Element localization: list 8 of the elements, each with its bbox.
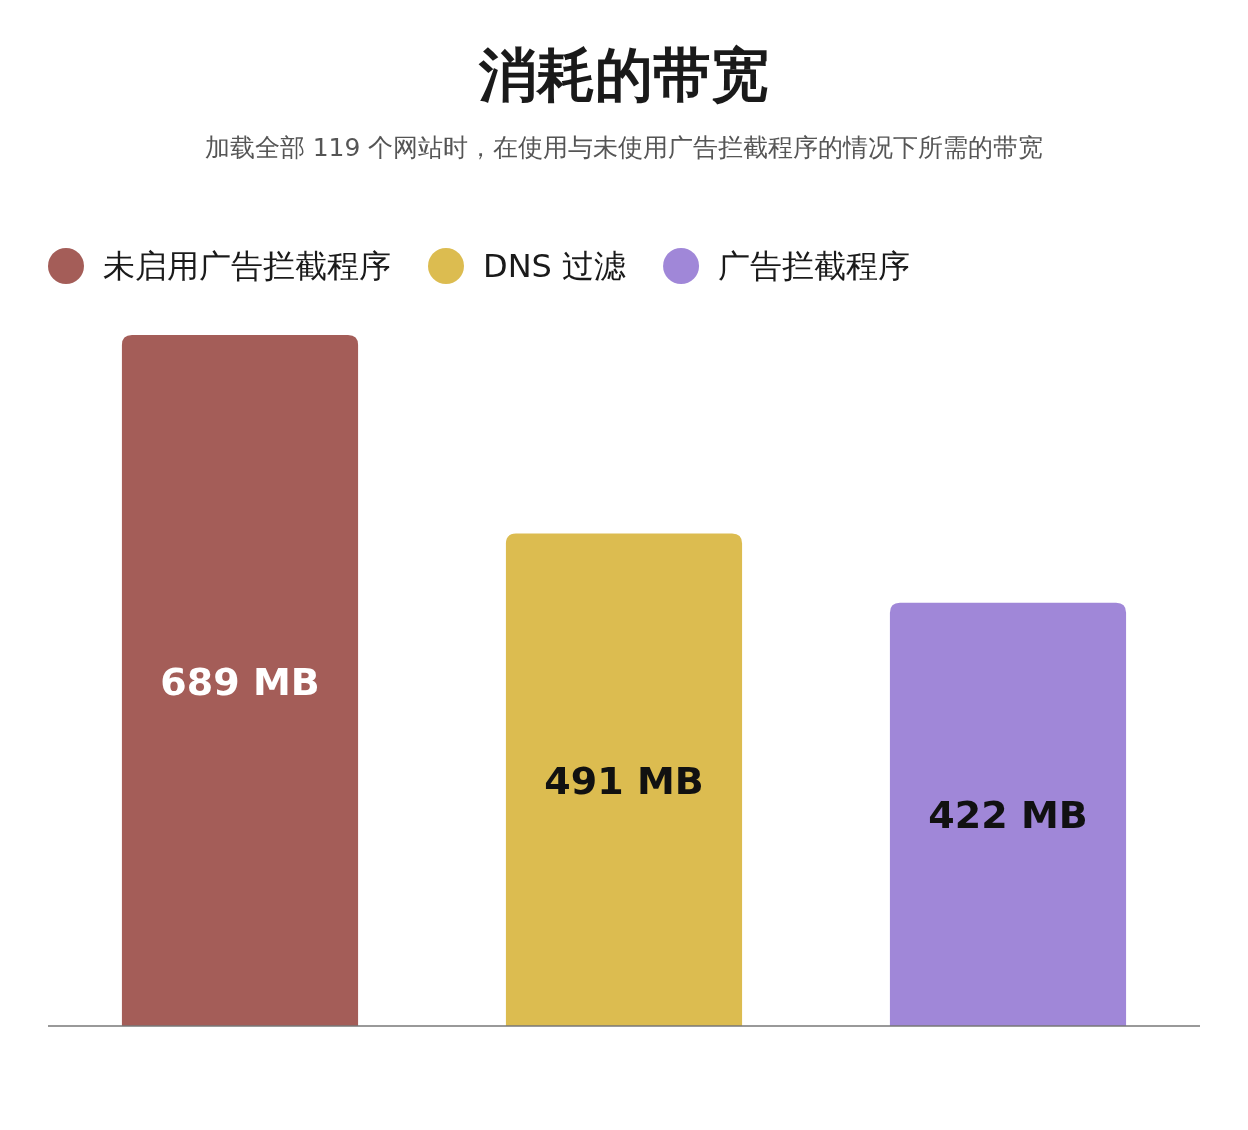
data-label: 491 MB [544,758,704,803]
data-label: 689 MB [160,659,320,704]
legend-label: 广告拦截程序 [718,247,911,285]
legend-label: 未启用广告拦截程序 [103,247,391,285]
subtitle: 加载全部 119 个网站时，在使用与未使用广告拦截程序的情况下所需的带宽 [204,133,1044,162]
title: 消耗的带宽 [479,41,769,109]
legend-label: DNS 过滤 [483,247,627,285]
data-label: 422 MB [928,793,1088,838]
